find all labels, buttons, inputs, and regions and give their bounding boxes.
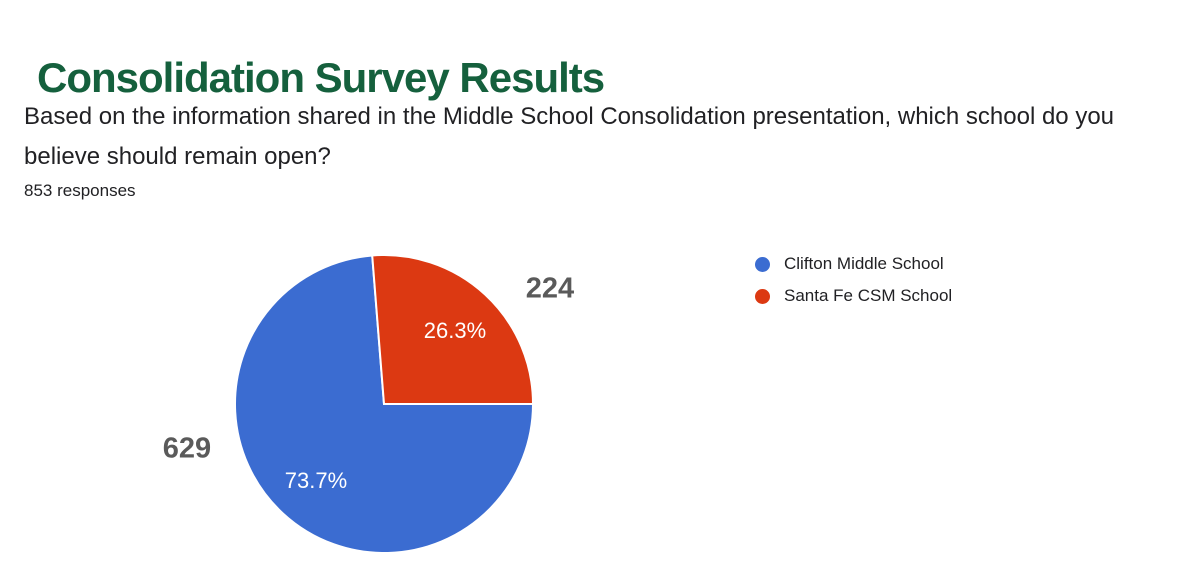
legend-swatch-blue-icon <box>755 256 770 272</box>
legend-label-santa-fe: Santa Fe CSM School <box>784 286 953 305</box>
chart-legend: Clifton Middle School Santa Fe CSM Schoo… <box>755 252 952 316</box>
responses-count: 853 responses <box>24 181 136 200</box>
pie-percent-label-clifton: 73.7% <box>284 468 348 493</box>
pie-slice <box>371 254 535 405</box>
pie-count-label-santa-fe: 224 <box>525 272 575 305</box>
survey-question-text: Based on the information shared in the M… <box>24 103 1115 170</box>
pie-count-label-clifton: 629 <box>162 432 212 465</box>
legend-item-santa-fe: Santa Fe CSM School <box>755 284 952 308</box>
legend-swatch-red-icon <box>755 288 770 304</box>
page-title: Consolidation Survey Results <box>37 54 605 102</box>
pie-percent-label-santa-fe: 26.3% <box>423 318 487 343</box>
legend-label-clifton: Clifton Middle School <box>784 254 944 273</box>
legend-item-clifton: Clifton Middle School <box>755 252 952 276</box>
pie-chart <box>234 254 535 555</box>
